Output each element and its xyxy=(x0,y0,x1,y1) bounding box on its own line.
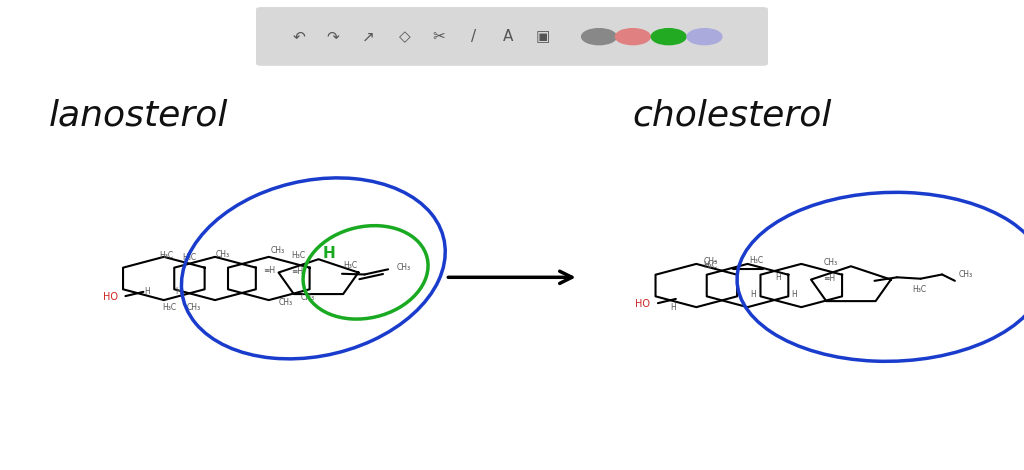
Circle shape xyxy=(651,29,686,45)
Text: /: / xyxy=(470,29,476,44)
Text: CH₃: CH₃ xyxy=(823,258,838,267)
Circle shape xyxy=(687,29,722,45)
Text: H: H xyxy=(144,287,151,297)
Text: ✂: ✂ xyxy=(432,29,444,44)
Text: ↷: ↷ xyxy=(327,29,339,44)
Text: H: H xyxy=(792,290,798,299)
Text: lanosterol: lanosterol xyxy=(48,98,228,132)
Text: H₃C: H₃C xyxy=(703,260,718,270)
Text: H: H xyxy=(175,287,181,296)
FancyBboxPatch shape xyxy=(256,7,768,66)
Circle shape xyxy=(615,29,650,45)
Text: H: H xyxy=(775,273,781,282)
Text: CH₃: CH₃ xyxy=(300,293,314,303)
Text: ↶: ↶ xyxy=(293,29,305,44)
Text: H₃C: H₃C xyxy=(291,251,305,260)
Text: CH₃: CH₃ xyxy=(279,298,293,307)
Text: cholesterol: cholesterol xyxy=(633,98,831,132)
Text: H₃C: H₃C xyxy=(182,253,197,262)
Text: HO: HO xyxy=(635,299,650,309)
Text: H₃C: H₃C xyxy=(750,256,764,265)
Text: CH₃: CH₃ xyxy=(216,250,229,259)
Text: ↗: ↗ xyxy=(362,29,375,44)
Circle shape xyxy=(582,29,616,45)
Text: CH₃: CH₃ xyxy=(270,246,285,255)
Text: CH₃: CH₃ xyxy=(703,257,718,266)
Text: ▣: ▣ xyxy=(536,29,550,44)
Text: H: H xyxy=(671,303,676,312)
Text: H₃C: H₃C xyxy=(344,260,357,270)
Text: HO: HO xyxy=(102,292,118,302)
Text: ≡H: ≡H xyxy=(291,267,303,276)
Text: H: H xyxy=(750,290,756,299)
Text: ≡H: ≡H xyxy=(823,274,836,283)
Text: CH₃: CH₃ xyxy=(186,303,201,312)
Text: A: A xyxy=(503,29,513,44)
Text: H₃C: H₃C xyxy=(162,303,176,312)
Text: H₃C: H₃C xyxy=(160,251,173,260)
Text: CH₃: CH₃ xyxy=(397,263,411,272)
Text: H₃C: H₃C xyxy=(912,285,926,294)
Text: H: H xyxy=(323,246,335,261)
Text: ◇: ◇ xyxy=(398,29,411,44)
Text: CH₃: CH₃ xyxy=(958,270,973,279)
Text: ≡H: ≡H xyxy=(263,266,274,275)
